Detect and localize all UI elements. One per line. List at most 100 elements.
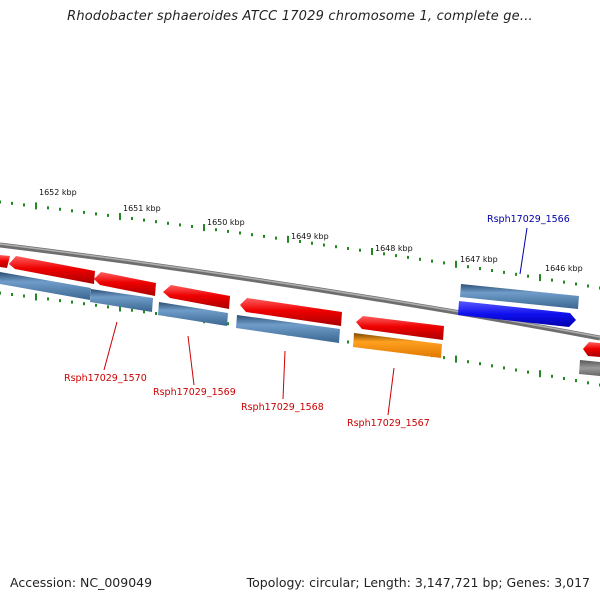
minor-tick [167,221,169,225]
gene-label-1568[interactable]: Rsph17029_1568 [241,402,324,413]
major-tick [371,248,373,255]
gene-label-leaders [103,227,528,416]
gene-label-1566[interactable]: Rsph17029_1566 [487,214,570,225]
minor-tick [0,200,1,204]
minor-tick [311,241,313,245]
major-tick [539,274,541,282]
gene-arrow-1569[interactable] [94,272,156,296]
tick-label-1649: 1649 kbp [291,232,329,241]
minor-tick [467,265,469,269]
minor-tick [131,217,133,220]
minor-tick [227,229,229,233]
minor-tick [95,303,97,307]
minor-tick [479,362,481,366]
cds-block-1567[interactable] [236,315,340,343]
gene-arrow-1568[interactable] [163,285,230,309]
minor-tick [491,364,493,368]
minor-tick [551,278,553,282]
gene-arrow-next[interactable] [583,342,600,357]
minor-tick [431,259,433,263]
cds-block-1569[interactable] [90,289,153,312]
major-tick [455,260,457,268]
minor-tick [23,294,25,298]
minor-tick [59,207,61,211]
minor-tick [323,243,325,247]
minor-tick [407,255,409,259]
minor-tick [563,280,565,284]
major-tick [455,355,457,363]
major-tick [35,293,37,301]
minor-tick [467,360,469,364]
cds-block-1566[interactable] [460,284,579,309]
gene-label-1567[interactable]: Rsph17029_1567 [347,418,430,429]
upper-tick-track [0,200,600,290]
major-tick [287,235,289,243]
gene-arrow-1567[interactable] [240,298,342,326]
gene-arrow-1566[interactable] [458,301,576,327]
gene-label-1570[interactable]: Rsph17029_1570 [64,373,147,384]
minor-tick [191,225,193,228]
tick-label-1648: 1648 kbp [375,244,413,253]
minor-tick [227,322,229,326]
minor-tick [587,381,589,385]
gene-arrow-1571[interactable] [0,255,10,268]
minor-tick [383,252,385,256]
minor-tick [575,379,577,383]
chromosome-backbone [0,242,600,341]
minor-tick [179,223,181,227]
cds-block-1568[interactable] [158,302,228,326]
minor-tick [275,236,277,240]
minor-tick [143,218,145,222]
minor-tick [551,374,553,378]
minor-tick [239,231,241,235]
gene-labels: Rsph17029_1570 Rsph17029_1569 Rsph17029_… [64,214,570,429]
major-tick [119,213,121,220]
minor-tick [443,261,445,265]
gray-block[interactable] [579,360,600,376]
minor-tick [299,240,301,243]
minor-tick [155,312,157,315]
minor-tick [515,368,517,372]
minor-tick [335,245,337,249]
accession-label: Accession: NC_009049 [10,575,153,590]
minor-tick [263,234,265,238]
minor-tick [587,284,589,288]
minor-tick [419,257,421,261]
map-title: Rhodobacter sphaeroides ATCC 17029 chrom… [67,9,533,24]
tick-label-1647: 1647 kbp [460,255,498,264]
minor-tick [251,233,253,237]
minor-tick [71,209,73,213]
minor-tick [107,305,109,309]
tick-label-1650: 1650 kbp [207,218,245,227]
tick-label-1646: 1646 kbp [545,264,583,273]
minor-tick [479,267,481,271]
minor-tick [563,377,565,380]
minor-tick [0,291,1,295]
minor-tick [527,274,529,278]
minor-tick [23,203,25,207]
topology-summary: Topology: circular; Length: 3,147,721 bp… [246,575,590,590]
gene-label-1569[interactable]: Rsph17029_1569 [153,387,236,398]
gene-arrow-1566m[interactable] [356,316,444,340]
tick-label-1652: 1652 kbp [39,188,77,197]
minor-tick [443,356,445,360]
minor-tick [575,282,577,286]
minor-tick [395,254,397,258]
minor-tick [83,210,85,214]
minor-tick [359,248,361,252]
minor-tick [503,270,505,274]
minor-tick [143,310,145,314]
minor-tick [347,340,349,344]
minor-tick [83,302,85,306]
cds-block-1570[interactable] [0,272,91,300]
minor-tick [71,300,73,304]
minor-tick [95,212,97,216]
major-tick [203,224,205,232]
minor-tick [155,220,157,224]
gene-arrow-1570[interactable] [9,256,95,284]
minor-tick [11,201,13,205]
tick-label-1651: 1651 kbp [123,204,161,213]
minor-tick [527,370,529,374]
highlight-block-1567[interactable] [353,333,442,358]
